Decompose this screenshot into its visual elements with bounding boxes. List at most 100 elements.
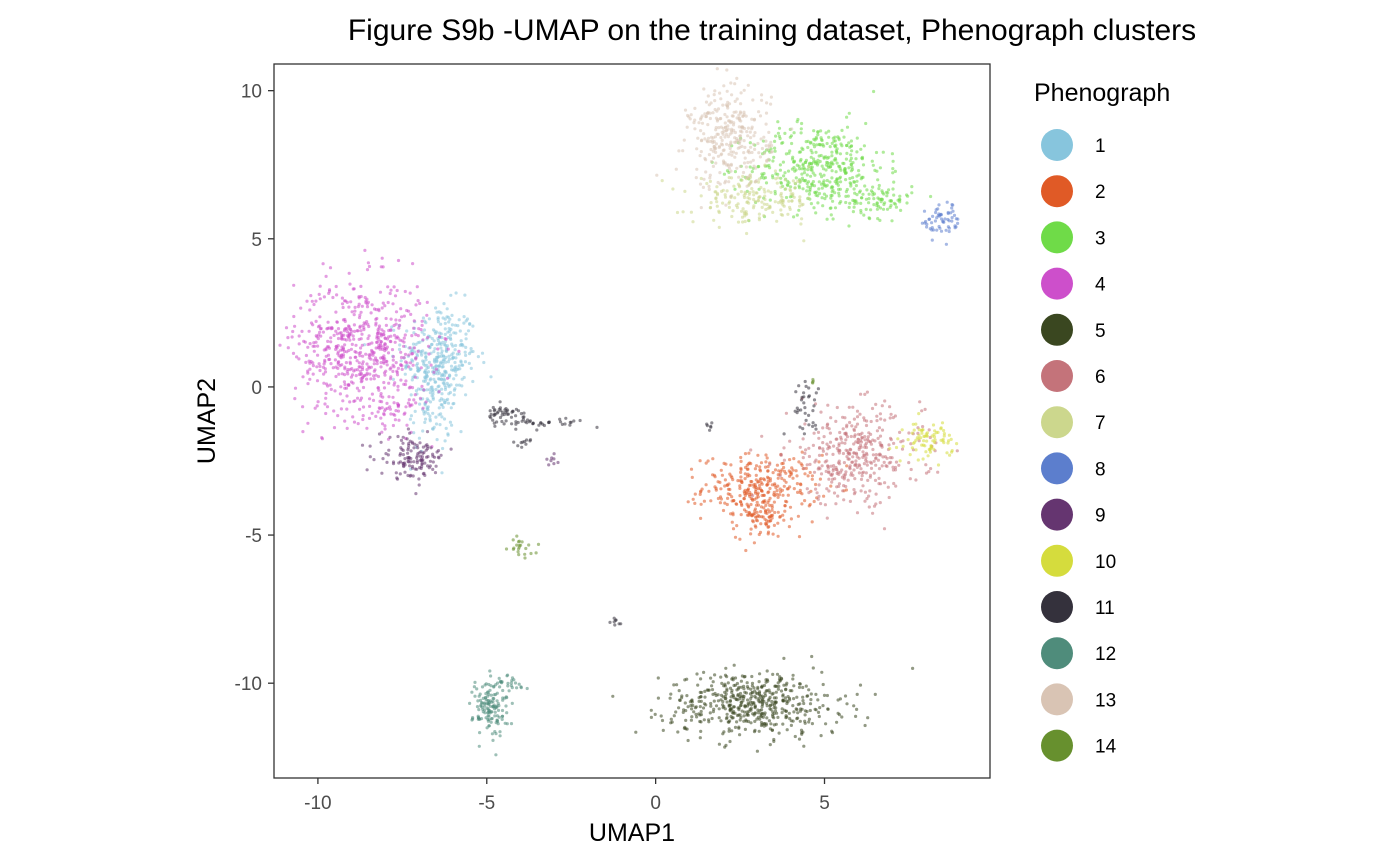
data-point [874, 457, 878, 461]
data-point [503, 408, 507, 412]
data-point [369, 311, 373, 315]
data-point [824, 168, 828, 172]
data-point [331, 295, 335, 300]
data-point [403, 457, 407, 461]
data-point [742, 151, 746, 155]
data-point [756, 491, 760, 495]
data-point [325, 382, 329, 386]
data-point [737, 125, 741, 129]
data-point [742, 210, 747, 214]
data-point [316, 344, 320, 348]
data-point [710, 688, 715, 692]
data-point [744, 465, 748, 470]
data-point [348, 368, 352, 372]
data-point [942, 432, 947, 436]
data-point [698, 719, 702, 724]
data-point [392, 383, 396, 387]
data-point [425, 388, 429, 392]
data-point [762, 187, 766, 191]
data-point [366, 342, 370, 347]
data-point [817, 494, 821, 498]
data-point [412, 326, 416, 330]
data-point [855, 422, 860, 426]
data-point [745, 231, 749, 236]
data-point [347, 334, 351, 339]
data-point [829, 416, 833, 420]
data-point [750, 150, 754, 155]
data-point [368, 397, 372, 401]
data-point [738, 134, 743, 138]
data-point [867, 197, 871, 201]
data-point [764, 139, 768, 143]
data-point [412, 398, 416, 402]
data-point [771, 176, 775, 180]
data-point [689, 703, 693, 708]
data-point [760, 685, 764, 689]
data-point [733, 187, 737, 191]
data-point [694, 712, 698, 716]
data-point [848, 467, 852, 471]
data-point [710, 421, 714, 425]
data-point [807, 446, 811, 450]
data-point [403, 470, 407, 474]
data-point [830, 472, 835, 476]
data-point [416, 341, 420, 345]
data-point [738, 494, 742, 498]
data-point [450, 313, 454, 317]
data-point [806, 474, 810, 478]
data-point [517, 553, 521, 557]
data-point [434, 415, 438, 419]
data-point [392, 285, 396, 289]
data-point [321, 262, 325, 266]
data-point [495, 691, 499, 695]
data-point [421, 451, 425, 455]
data-point [694, 705, 698, 709]
data-point [804, 160, 808, 164]
data-point [547, 463, 551, 467]
data-point [344, 386, 349, 390]
data-point [750, 187, 754, 191]
data-point [391, 358, 395, 362]
data-point [493, 714, 497, 718]
data-point [761, 139, 766, 143]
data-point [861, 163, 866, 167]
data-point [732, 705, 736, 709]
data-point [430, 385, 434, 389]
data-point [869, 442, 874, 446]
data-point [801, 699, 805, 703]
data-point [318, 327, 323, 331]
data-point [343, 419, 347, 423]
data-point [852, 492, 857, 496]
data-point [726, 106, 730, 110]
data-point [429, 363, 433, 367]
data-point [709, 704, 713, 708]
data-point [326, 326, 330, 330]
data-point [426, 408, 430, 412]
data-point [416, 299, 420, 303]
data-point [750, 480, 754, 484]
data-point [813, 160, 817, 164]
data-point [756, 503, 761, 507]
data-point [939, 438, 943, 442]
data-point [379, 356, 383, 360]
data-point [768, 462, 772, 466]
data-point [914, 478, 918, 482]
data-point [451, 351, 455, 355]
data-point [389, 375, 393, 379]
data-point [776, 534, 780, 538]
data-point [754, 191, 758, 195]
data-point [815, 163, 820, 167]
data-point [929, 194, 933, 199]
data-point [783, 171, 787, 175]
data-point [758, 465, 762, 469]
data-point [450, 323, 454, 327]
data-point [839, 470, 843, 474]
data-point [820, 670, 824, 674]
data-point [817, 187, 821, 191]
data-point [709, 701, 713, 706]
data-point [386, 300, 390, 305]
data-point [720, 681, 724, 686]
data-point [865, 497, 869, 501]
data-point [853, 463, 857, 467]
data-point [855, 179, 859, 183]
